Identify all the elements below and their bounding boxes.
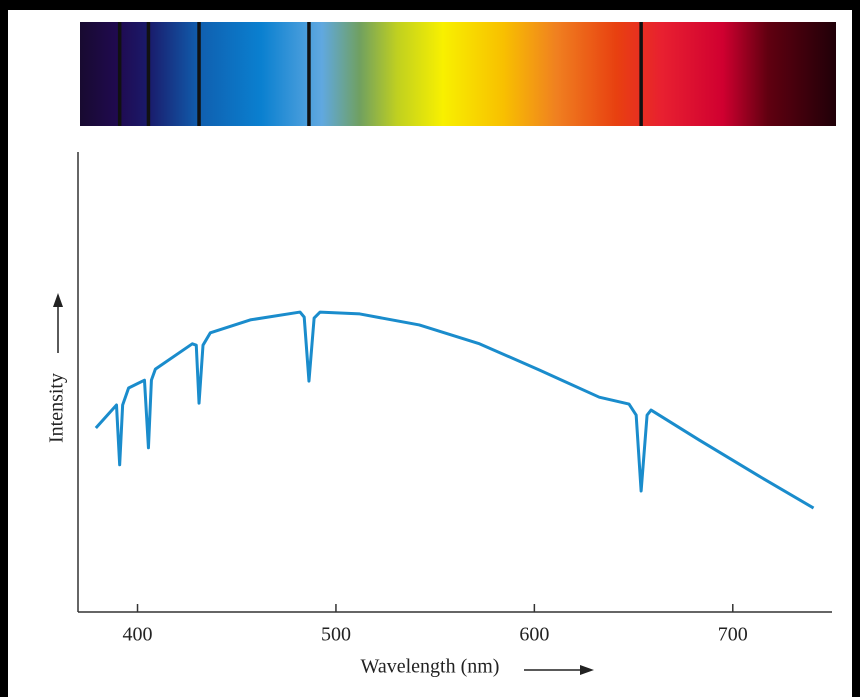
y-axis-label: Intensity bbox=[46, 373, 68, 443]
x-tick-label: 700 bbox=[718, 624, 748, 646]
y-arrow bbox=[53, 293, 63, 353]
x-tick-label: 400 bbox=[123, 624, 153, 646]
x-tick-label: 600 bbox=[519, 624, 549, 646]
x-arrow bbox=[524, 665, 594, 675]
spectrum-bar bbox=[80, 22, 836, 126]
x-tick-label: 500 bbox=[321, 624, 351, 646]
intensity-line bbox=[94, 310, 815, 510]
x-axis-label: Wavelength (nm) bbox=[361, 656, 500, 678]
